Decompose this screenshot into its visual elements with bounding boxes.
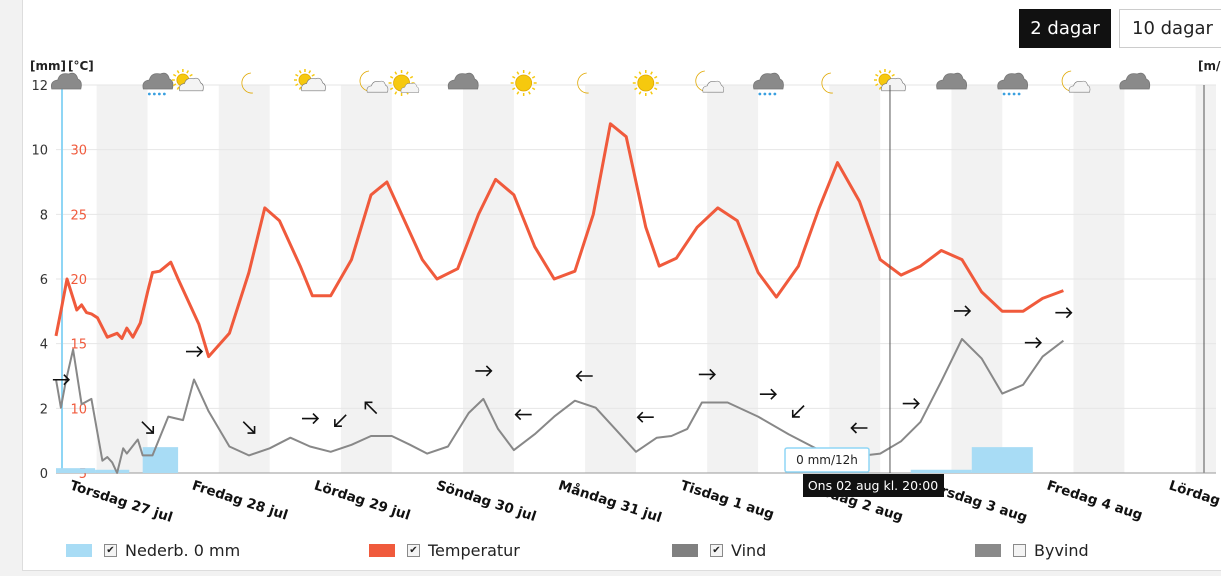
temp-tick-label: 15	[70, 338, 87, 353]
day-label: Fredag 4 aug	[1045, 478, 1145, 524]
day-label: Fredag 28 jul	[190, 478, 290, 524]
temp-axis-label: [°C]	[68, 59, 94, 73]
weather-moon-cloud-icon	[1061, 70, 1091, 93]
weather-moon-icon	[241, 72, 253, 94]
day-label: Måndag 31 jul	[556, 477, 664, 526]
wind-arrow-icon	[334, 414, 347, 427]
tooltip-time-box	[803, 474, 944, 497]
wind-arrow-icon	[475, 365, 493, 377]
weather-cloud-icon	[1119, 72, 1151, 90]
weather-cloud-icon	[936, 72, 967, 90]
precip-checkbox[interactable]: ✔	[104, 543, 117, 557]
weather-partly-cloudy-icon	[171, 69, 204, 92]
weather-partly-cloudy-icon	[873, 69, 906, 92]
gust-swatch	[975, 543, 1001, 557]
weather-sun-cloud-icon	[388, 70, 420, 96]
wind-arrow-icon	[902, 397, 920, 410]
legend-temperature[interactable]: ✔ Temperatur	[369, 539, 520, 561]
weather-cloud-icon	[447, 72, 479, 90]
weather-moon-icon	[577, 72, 589, 94]
temp-tick-label: 25	[70, 208, 87, 223]
precip-axis-label: [mm]	[30, 59, 66, 73]
weather-rain-icon	[997, 72, 1029, 96]
precip-tick-label: 6	[40, 273, 48, 288]
precip-bar	[910, 469, 972, 473]
precip-tick-label: 8	[40, 208, 48, 223]
weather-partly-cloudy-icon	[293, 69, 326, 92]
precip-tick-label: 2	[40, 402, 48, 417]
temp-tick-label: 20	[70, 273, 87, 288]
wind-arrow-icon	[575, 370, 593, 382]
precip-legend-label: Nederb. 0 mm	[125, 540, 241, 560]
temperature-swatch	[369, 543, 395, 557]
wind-line	[55, 338, 1065, 474]
gust-legend-label: Byvind	[1034, 540, 1089, 560]
wind-arrow-icon	[759, 388, 778, 400]
tooltip-time: Ons 02 aug kl. 20:00	[808, 478, 938, 493]
temp-tick-label: 10	[70, 402, 87, 417]
temp-tick-label: 30	[70, 144, 87, 159]
wind-arrow-icon	[698, 368, 716, 381]
ten-days-button[interactable]: 10 dagar	[1119, 9, 1221, 48]
wind-arrow-icon	[1055, 307, 1073, 319]
wind-arrow-icon	[791, 405, 805, 418]
weather-cloud-icon	[50, 72, 82, 90]
day-label: Lördag 29 jul	[312, 478, 412, 524]
weather-moon-icon	[821, 72, 833, 94]
precip-swatch	[66, 543, 92, 557]
precip-tick-label: 10	[31, 144, 48, 159]
wind-arrow-icon	[1024, 337, 1042, 349]
temperature-checkbox[interactable]: ✔	[407, 543, 420, 557]
wind-arrow-icon	[636, 411, 654, 423]
weather-sun-icon	[632, 70, 659, 96]
weather-moon-cloud-icon	[695, 70, 724, 93]
legend-gust[interactable]: Byvind	[975, 539, 1089, 561]
weather-moon-cloud-icon	[359, 70, 389, 93]
wind-arrow-icon	[514, 409, 532, 421]
legend-wind[interactable]: ✔ Vind	[672, 539, 766, 561]
wind-arrow-icon	[141, 421, 155, 434]
precip-tick-label: 0	[40, 467, 48, 482]
temp-tick-label: 5	[79, 467, 87, 482]
precip-tick-label: 12	[31, 79, 48, 94]
tooltip-value-box	[784, 447, 870, 473]
temperature-legend-label: Temperatur	[428, 540, 520, 560]
two-days-button[interactable]: 2 dagar	[1019, 9, 1111, 48]
weather-sun-icon	[510, 70, 537, 96]
gust-checkbox[interactable]	[1013, 543, 1026, 557]
precip-bar	[971, 447, 1033, 473]
wind-arrow-icon	[850, 422, 868, 434]
day-label: Söndag 30 jul	[434, 478, 538, 525]
wind-axis-label: [m/	[1198, 59, 1221, 73]
wind-arrow-icon	[954, 305, 972, 317]
precip-tick-label: 4	[40, 338, 48, 353]
day-label: Torsdag 27 jul	[68, 478, 175, 526]
legend-precip[interactable]: ✔ Nederb. 0 mm	[66, 539, 240, 561]
wind-arrow-icon	[52, 374, 71, 386]
wind-arrow-icon	[242, 421, 256, 434]
wind-swatch	[672, 543, 698, 557]
weather-rain-icon	[753, 72, 784, 96]
wind-legend-label: Vind	[731, 540, 767, 560]
wind-arrow-icon	[301, 412, 320, 425]
weather-rain-icon	[142, 72, 174, 96]
wind-arrow-icon	[364, 401, 378, 415]
precip-bar	[95, 469, 130, 473]
wind-arrow-icon	[185, 345, 204, 358]
day-label: Tisdag 1 aug	[678, 478, 776, 523]
wind-checkbox[interactable]: ✔	[710, 543, 723, 557]
precip-bar	[142, 447, 179, 473]
precip-bar	[56, 468, 96, 473]
tooltip-value: 0 mm/12h	[796, 453, 858, 467]
day-label: Lördag 5 aug	[1167, 478, 1221, 524]
temperature-line	[54, 122, 1064, 359]
